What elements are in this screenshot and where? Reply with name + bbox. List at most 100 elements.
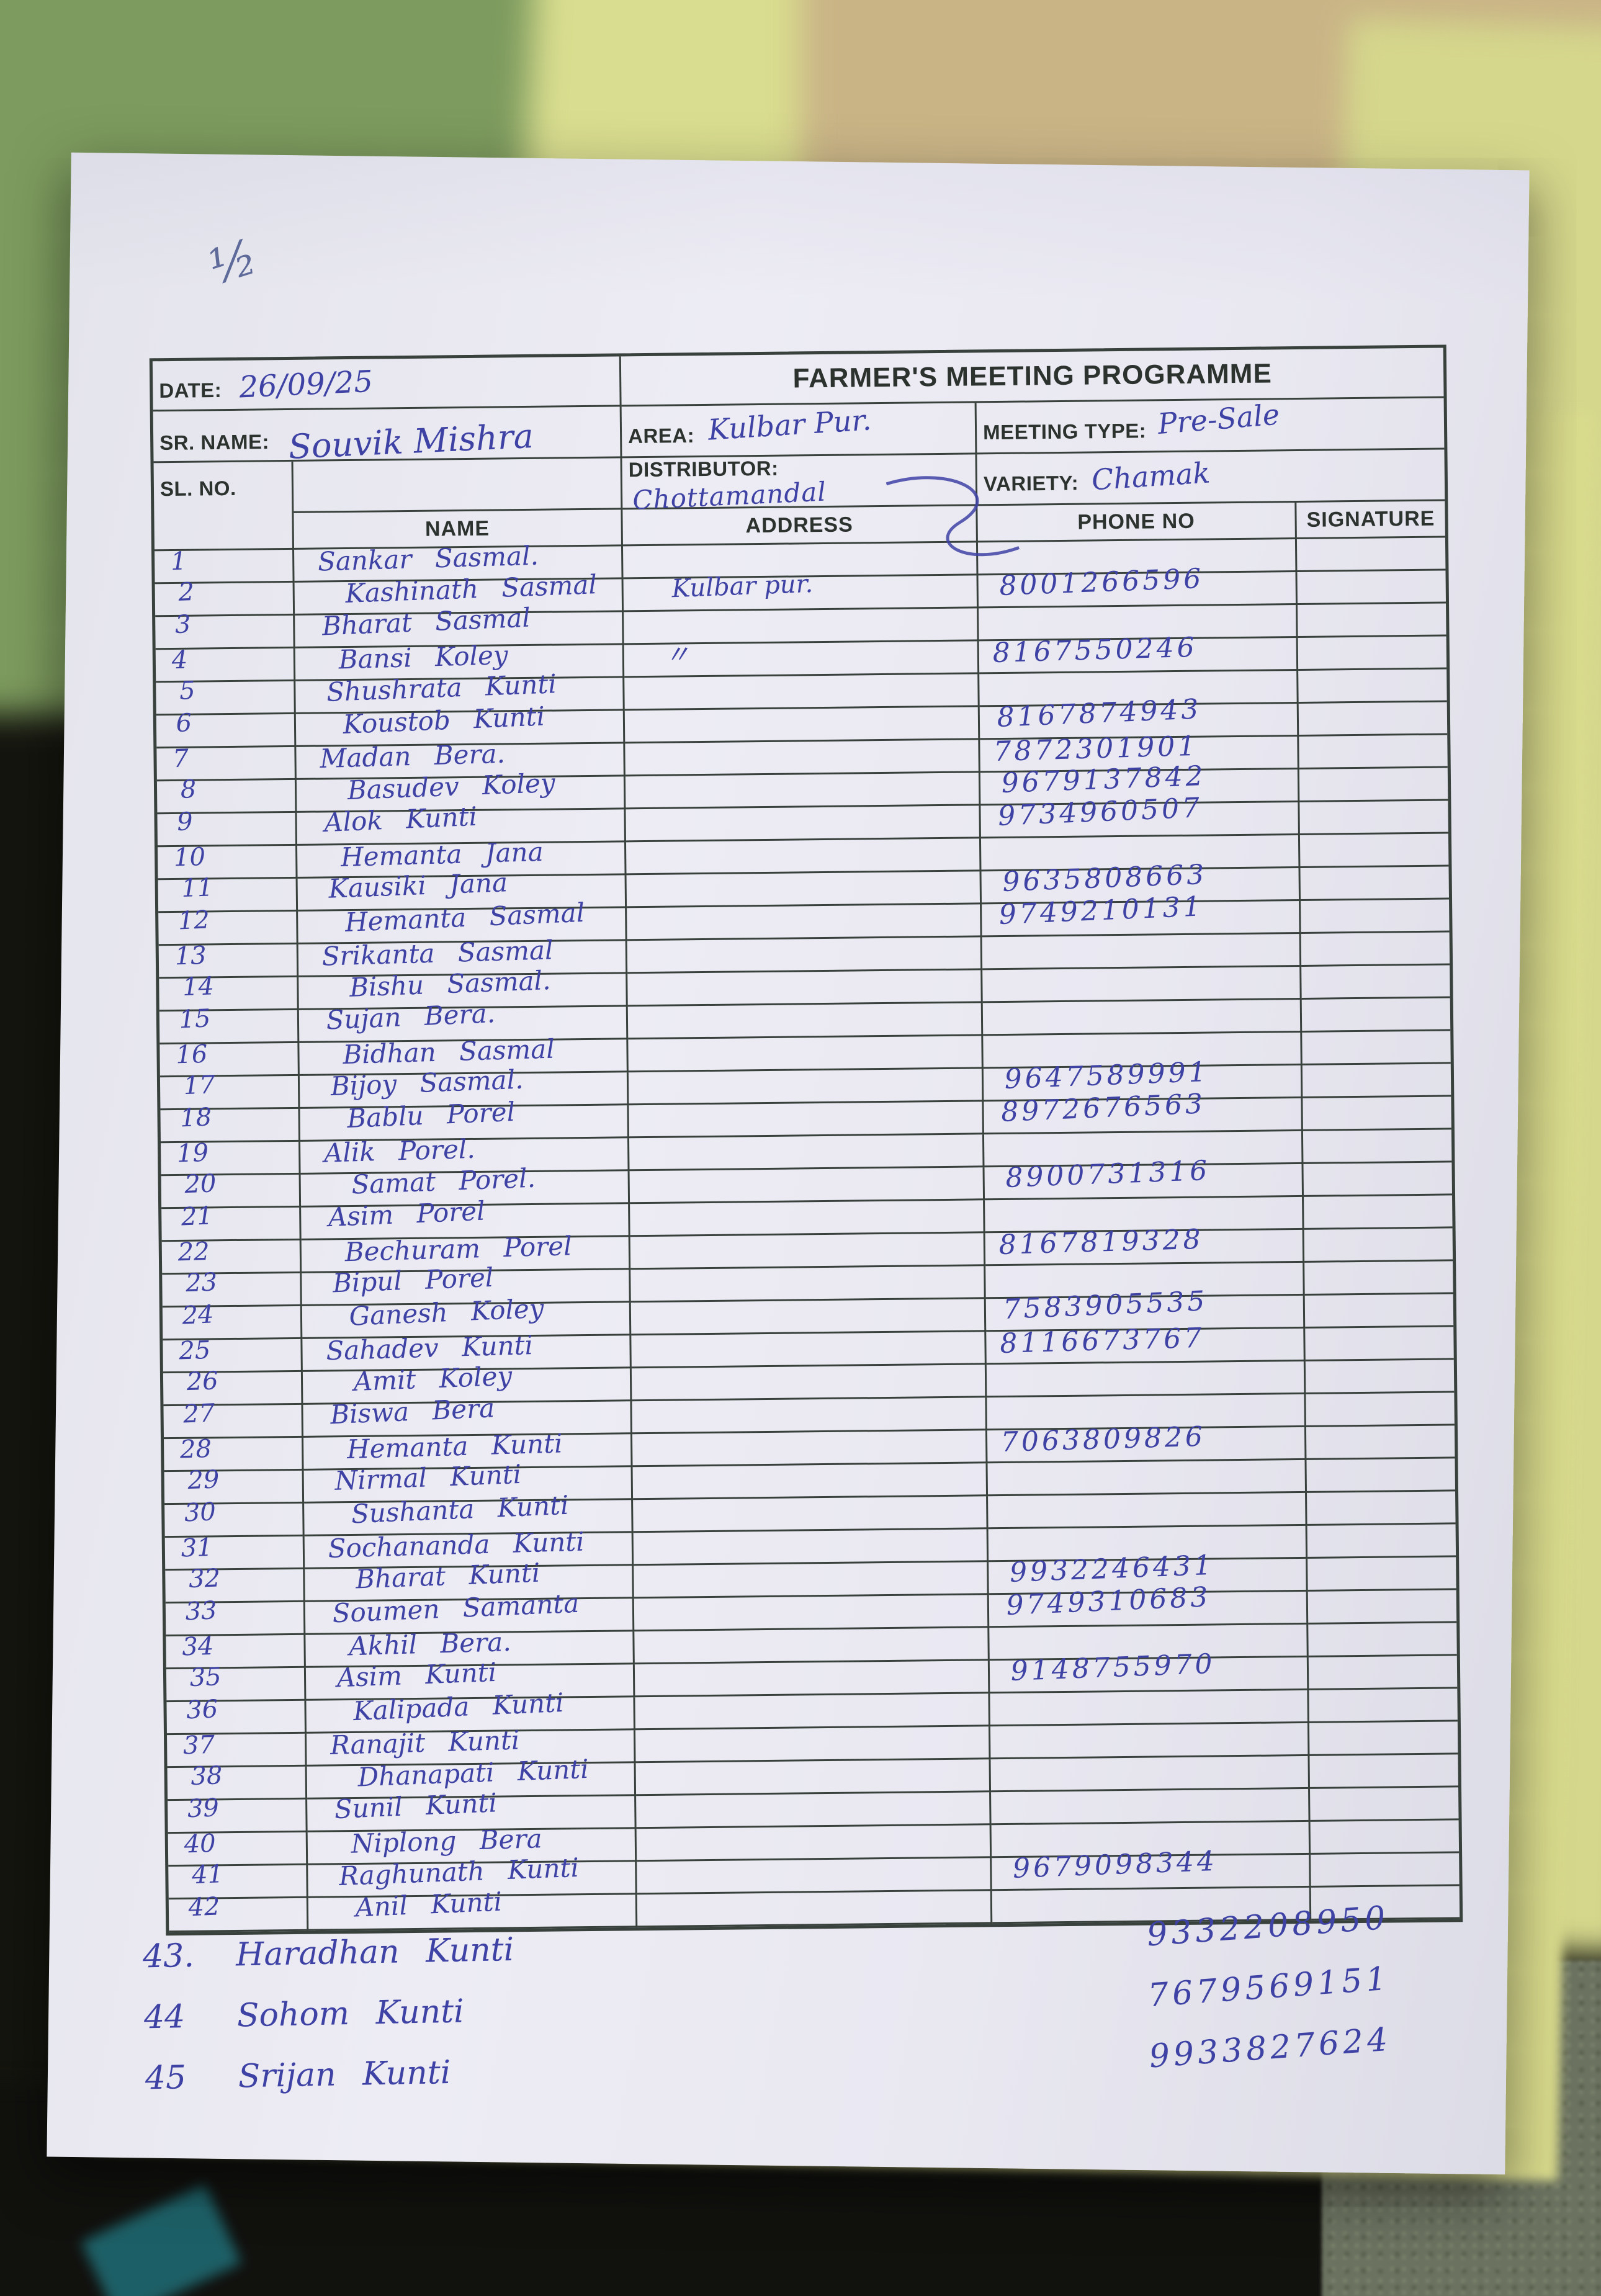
title-cell: FARMER'S MEETING PROGRAMME [621, 348, 1444, 407]
cell-address [632, 1430, 988, 1468]
handwritten-name: Bharat Sasmal [321, 602, 531, 642]
sl-no-label: SL. NO. [159, 476, 236, 500]
handwritten-sl: 23 [185, 1268, 218, 1298]
cell-address [634, 1595, 990, 1632]
handwritten-name: Bishu Sasmal. [348, 965, 551, 1003]
handwritten-name: Sahadev Kunti [325, 1330, 534, 1366]
handwritten-name: Niplong Bera [350, 1823, 542, 1859]
cell-address [636, 1825, 992, 1862]
cell-signature [1303, 1096, 1451, 1131]
cell-signature [1299, 833, 1449, 868]
handwritten-name: Bechuram Porel [344, 1231, 572, 1268]
handwritten-name: Asim Kunti [336, 1656, 497, 1693]
cell-phone: 8900731316 [984, 1155, 1304, 1201]
cell-sl: 31 [164, 1533, 305, 1571]
variety-cell: VARIETY: Chamak [977, 449, 1445, 506]
cell-sl: 25 [163, 1336, 303, 1374]
cell-sl: 18 [160, 1103, 300, 1144]
meeting-type-label: MEETING TYPE: [982, 419, 1147, 444]
cell-address [633, 1529, 989, 1566]
handwritten-name: Amit Koley [352, 1360, 513, 1397]
handwritten-sl: 18 [179, 1103, 213, 1133]
cell-signature [1304, 1228, 1453, 1263]
handwritten-phone: 8116673767 [999, 1322, 1205, 1360]
cell-signature [1307, 1557, 1456, 1592]
handwritten-sl: 43. [142, 1937, 195, 1976]
cell-signature [1300, 899, 1450, 934]
handwritten-sl: 13 [174, 941, 207, 971]
cell-address [629, 1101, 984, 1139]
handwritten-name: Kashinath Sasmal [344, 569, 598, 609]
handwritten-sl: 27 [182, 1399, 216, 1429]
table-body: 1 Sankar Sasmal. 2 Kashinath Sasmal Kulbar p… [155, 537, 1460, 1933]
cell-signature [1306, 1392, 1455, 1427]
handwritten-phone: 7063809826 [1000, 1420, 1206, 1458]
handwritten-sl: 33 [184, 1596, 218, 1626]
cell-phone: 7063809826 [987, 1420, 1307, 1464]
cell-signature [1301, 932, 1450, 967]
handwritten-sl: 26 [186, 1366, 219, 1397]
cell-address [635, 1693, 990, 1731]
paper-sheet: ½ DATE: 26/09/25 FARMER'S MEETING PROGRA… [47, 152, 1530, 2175]
cell-signature [1301, 965, 1450, 1000]
cell-phone [982, 933, 1301, 971]
cell-signature [1300, 866, 1450, 901]
handwritten-name: Madan Bera. [319, 738, 506, 774]
cell-phone [990, 1723, 1310, 1760]
cell-signature [1299, 735, 1448, 769]
cell-phone: 8167550246 [979, 632, 1298, 675]
cell-signature [1296, 537, 1446, 572]
handwritten-sl: 44 [143, 1998, 186, 2037]
page-half-mark: ½ [202, 228, 264, 297]
cell-address [637, 1858, 992, 1895]
handwritten-name: Bidhan Sasmal [342, 1033, 555, 1070]
handwritten-address: Kulbar pur. [671, 569, 814, 604]
handwritten-name: Nirmal Kunti [334, 1458, 522, 1496]
cell-signature [1303, 1129, 1452, 1164]
meeting-type-value-handwritten: Pre-Sale [1156, 397, 1281, 441]
handwritten-name: Koustob Kunti [342, 701, 545, 740]
handwritten-name: Ganesh Koley [348, 1293, 545, 1332]
handwritten-sl: 11 [181, 873, 214, 904]
cell-sl: 1 [155, 547, 295, 585]
handwritten-name: Hemanta Jana [340, 836, 544, 872]
cell-address [635, 1759, 992, 1796]
handwritten-sl: 16 [175, 1039, 208, 1070]
handwritten-phone: 8001266596 [998, 562, 1205, 602]
handwritten-sl: 6 [175, 709, 192, 738]
handwritten-phone: 9749310683 [1005, 1581, 1212, 1621]
column-header-signature: SIGNATURE [1296, 501, 1445, 539]
cell-phone: 9679098344 [992, 1845, 1311, 1891]
handwritten-name: Sochananda Kunti [327, 1526, 585, 1564]
handwritten-name: Sankar Sasmal. [317, 540, 539, 577]
handwritten-name: Bipul Porel [331, 1262, 494, 1299]
cell-address [629, 1167, 985, 1204]
handwritten-sl: 17 [182, 1070, 216, 1101]
cell-sl: 21 [161, 1201, 302, 1242]
cell-address [625, 740, 980, 777]
handwritten-name: Bansi Koley [338, 639, 508, 675]
handwritten-sl: 35 [189, 1662, 222, 1693]
cell-phone: 9749310683 [989, 1581, 1309, 1628]
cell-sl: 27 [163, 1399, 303, 1440]
cell-signature [1297, 570, 1446, 605]
cell-address [628, 1036, 984, 1073]
handwritten-name: Alik Porel. [323, 1133, 475, 1168]
form-title: FARMER'S MEETING PROGRAMME [792, 358, 1273, 394]
handwritten-phone: 7872301901 [993, 730, 1199, 768]
handwritten-address: 〃 [665, 640, 691, 670]
handwritten-phone: 7583905535 [1002, 1285, 1209, 1325]
cell-signature [1309, 1721, 1458, 1756]
handwritten-phone: 8167550246 [992, 631, 1198, 669]
handwritten-phone: 9635808663 [1002, 858, 1208, 898]
cell-address [632, 1397, 987, 1435]
handwritten-sl: 39 [186, 1793, 220, 1824]
cell-address [633, 1496, 989, 1533]
cell-sl: 15 [159, 1004, 299, 1045]
handwritten-phone: 8167819328 [998, 1223, 1204, 1261]
cell-sl: 22 [161, 1237, 302, 1275]
handwritten-name: Haradhan Kunti [235, 1931, 514, 1974]
cell-signature [1303, 1162, 1453, 1197]
handwritten-sl: 1 [170, 547, 187, 576]
handwritten-sl: 40 [184, 1829, 217, 1859]
